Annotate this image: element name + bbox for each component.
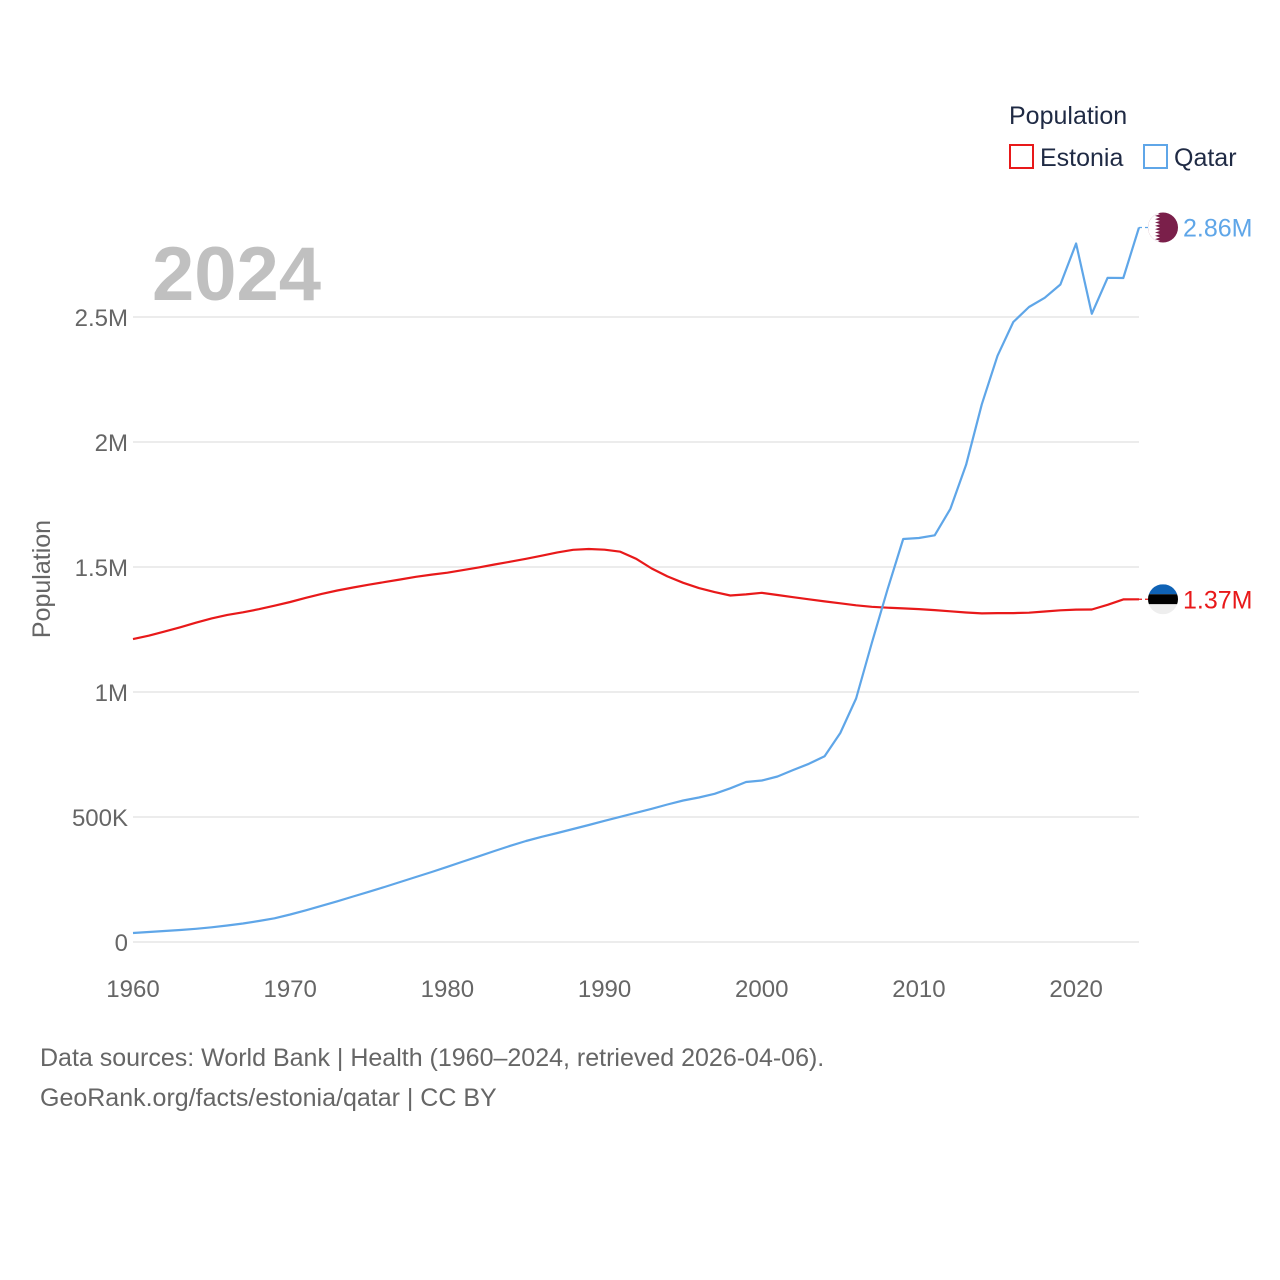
legend-swatch-estonia[interactable] (1009, 144, 1034, 169)
legend-label-qatar[interactable]: Qatar (1174, 144, 1237, 172)
footer-attribution[interactable]: GeoRank.org/facts/estonia/qatar | CC BY (40, 1084, 497, 1112)
gridlines (133, 316, 1139, 943)
end-markers: 1.37M 2.86M (1139, 212, 1252, 615)
x-tick-label: 2020 (1049, 976, 1102, 1003)
y-tick-label: 500K (72, 805, 128, 832)
y-axis-ticks: 0 500K 1M 1.5M 2M 2.5M (72, 305, 128, 957)
legend-swatch-qatar[interactable] (1143, 144, 1168, 169)
end-value-label-qatar: 2.86M (1183, 215, 1252, 243)
x-tick-label: 2010 (892, 976, 945, 1003)
x-tick-label: 1960 (106, 976, 159, 1003)
legend: Population Estonia Qatar (1009, 102, 1237, 172)
x-tick-label: 1980 (421, 976, 474, 1003)
estonia-flag-icon (1148, 584, 1178, 615)
y-tick-label: 1.5M (75, 555, 128, 582)
year-label: 2024 (152, 232, 321, 317)
x-tick-label: 2000 (735, 976, 788, 1003)
footer-sources: Data sources: World Bank | Health (1960–… (40, 1044, 825, 1072)
x-tick-label: 1990 (578, 976, 631, 1003)
y-tick-label: 2M (95, 430, 128, 457)
series-lines (132, 227, 1141, 935)
series-line-estonia[interactable] (132, 547, 1140, 641)
y-axis-label: Population (28, 520, 56, 638)
y-tick-label: 2.5M (75, 305, 128, 332)
legend-title: Population (1009, 102, 1127, 130)
x-axis-ticks: 1960 1970 1980 1990 2000 2010 2020 (106, 976, 1103, 1003)
x-tick-label: 1970 (263, 976, 316, 1003)
y-tick-label: 0 (115, 930, 128, 957)
legend-label-estonia[interactable]: Estonia (1040, 144, 1123, 172)
end-value-label-estonia: 1.37M (1183, 586, 1252, 614)
y-tick-label: 1M (95, 680, 128, 707)
series-line-qatar[interactable] (132, 227, 1141, 935)
qatar-flag-icon (1148, 212, 1178, 243)
